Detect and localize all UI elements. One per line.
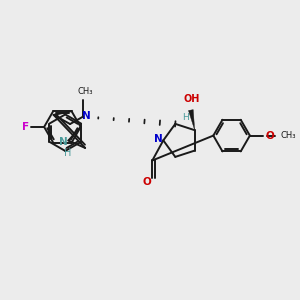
Text: CH₃: CH₃ bbox=[77, 87, 93, 96]
Text: F: F bbox=[22, 122, 29, 132]
Text: N: N bbox=[59, 137, 68, 147]
Text: N: N bbox=[82, 111, 91, 121]
Text: O: O bbox=[142, 177, 151, 187]
Text: CH₃: CH₃ bbox=[280, 131, 296, 140]
Polygon shape bbox=[188, 110, 195, 130]
Text: N: N bbox=[154, 134, 163, 144]
Text: H: H bbox=[182, 113, 188, 122]
Text: H: H bbox=[64, 148, 71, 158]
Text: OH: OH bbox=[184, 94, 200, 104]
Text: O: O bbox=[266, 130, 274, 141]
